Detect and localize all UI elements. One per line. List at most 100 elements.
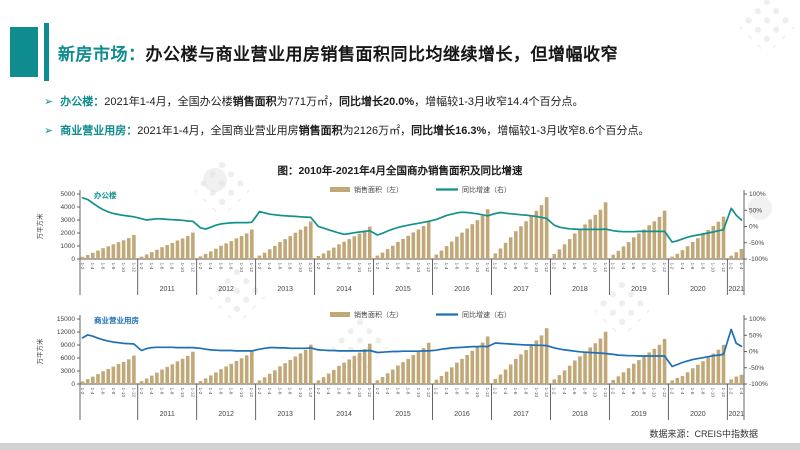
bullet-text-segment: 同比增长20.0%: [338, 96, 415, 108]
svg-text:1-12: 1-12: [720, 263, 726, 273]
svg-text:1-4: 1-4: [207, 263, 213, 270]
svg-text:1-6: 1-6: [512, 388, 518, 395]
svg-text:2013: 2013: [277, 411, 293, 418]
svg-text:1-2: 1-2: [492, 388, 498, 395]
svg-text:1-6: 1-6: [394, 388, 400, 395]
svg-text:1-8: 1-8: [346, 388, 352, 395]
svg-text:1-12: 1-12: [602, 263, 608, 273]
svg-text:1-10: 1-10: [710, 388, 716, 398]
svg-text:2018: 2018: [572, 286, 588, 293]
svg-text:0: 0: [71, 256, 75, 263]
svg-text:1-8: 1-8: [169, 388, 175, 395]
svg-text:2021: 2021: [729, 286, 745, 293]
svg-text:2016: 2016: [454, 286, 470, 293]
svg-text:同比增速（右）: 同比增速（右）: [462, 185, 511, 194]
svg-text:1-6: 1-6: [630, 263, 636, 270]
svg-text:1-12: 1-12: [720, 388, 726, 398]
svg-text:0: 0: [71, 381, 75, 388]
svg-text:3000: 3000: [61, 217, 76, 224]
svg-text:1-6: 1-6: [630, 388, 636, 395]
svg-text:1-10: 1-10: [297, 263, 303, 273]
svg-text:1-2: 1-2: [79, 263, 85, 270]
svg-text:1-10: 1-10: [297, 388, 303, 398]
svg-text:1-2: 1-2: [197, 263, 203, 270]
bullet-text-segment: 销售面积: [298, 125, 343, 137]
svg-text:1-2: 1-2: [374, 263, 380, 270]
svg-text:5000: 5000: [61, 191, 76, 198]
svg-text:1-6: 1-6: [276, 388, 282, 395]
svg-text:1-12: 1-12: [189, 388, 195, 398]
svg-text:1-10: 1-10: [356, 263, 362, 273]
svg-text:1-8: 1-8: [640, 388, 646, 395]
svg-text:1-4: 1-4: [679, 263, 685, 270]
svg-text:1-10: 1-10: [474, 388, 480, 398]
svg-text:1-8: 1-8: [287, 388, 293, 395]
svg-text:1-12: 1-12: [366, 263, 372, 273]
svg-text:万平方米: 万平方米: [35, 338, 44, 365]
svg-text:1-4: 1-4: [266, 263, 272, 270]
svg-text:2015: 2015: [395, 286, 411, 293]
svg-text:1-12: 1-12: [248, 388, 254, 398]
svg-text:1-10: 1-10: [592, 388, 598, 398]
svg-text:1-8: 1-8: [405, 263, 411, 270]
svg-text:1-6: 1-6: [217, 263, 223, 270]
svg-text:1-4: 1-4: [561, 263, 567, 270]
svg-text:1-4: 1-4: [620, 388, 626, 395]
svg-text:1-12: 1-12: [484, 263, 490, 273]
svg-text:-50%: -50%: [749, 240, 764, 247]
svg-text:1-6: 1-6: [689, 388, 695, 395]
svg-text:1-2: 1-2: [610, 388, 616, 395]
svg-text:1-8: 1-8: [287, 263, 293, 270]
bullet-text-segment: 为2126万㎡，: [342, 125, 412, 137]
svg-text:1-10: 1-10: [120, 263, 126, 273]
svg-text:2018: 2018: [572, 411, 588, 418]
svg-text:1-12: 1-12: [543, 263, 549, 273]
svg-text:1-6: 1-6: [394, 263, 400, 270]
svg-text:1-4: 1-4: [89, 388, 95, 395]
bullet-office: ➢ 办公楼：2021年1-4月，全国办公楼销售面积为771万㎡，同比增长20.0%…: [44, 93, 784, 109]
svg-text:4000: 4000: [61, 204, 76, 211]
svg-text:1-10: 1-10: [179, 388, 185, 398]
svg-text:1-4: 1-4: [502, 263, 508, 270]
svg-text:1-10: 1-10: [238, 388, 244, 398]
svg-text:1-10: 1-10: [651, 263, 657, 273]
svg-text:2015: 2015: [395, 411, 411, 418]
svg-text:1-4: 1-4: [148, 388, 154, 395]
svg-text:1-2: 1-2: [433, 388, 439, 395]
svg-text:50%: 50%: [749, 332, 762, 339]
svg-text:1-8: 1-8: [464, 263, 470, 270]
svg-text:2014: 2014: [336, 411, 352, 418]
svg-text:100%: 100%: [749, 191, 766, 198]
svg-text:1-2: 1-2: [551, 388, 557, 395]
svg-text:2019: 2019: [631, 411, 647, 418]
svg-text:12000: 12000: [57, 329, 75, 336]
svg-text:1-2: 1-2: [79, 388, 85, 395]
bullet-commercial: ➢ 商业营业用房：2021年1-4月，全国商业营业用房销售面积为2126万㎡，同比…: [44, 122, 784, 138]
svg-text:15000: 15000: [57, 316, 75, 323]
svg-text:1-12: 1-12: [425, 263, 431, 273]
svg-text:2017: 2017: [513, 411, 529, 418]
svg-text:1-2: 1-2: [138, 388, 144, 395]
svg-text:1-8: 1-8: [110, 263, 116, 270]
watermark-logo: [203, 168, 227, 192]
svg-text:1-8: 1-8: [110, 388, 116, 395]
svg-text:1-6: 1-6: [453, 263, 459, 270]
svg-text:1-12: 1-12: [661, 388, 667, 398]
svg-text:1-6: 1-6: [512, 263, 518, 270]
svg-text:1-12: 1-12: [543, 388, 549, 398]
office-sales-chart: 0 1000 2000 3000 4000 5000 100% 50% 0% -50% -100% 万…: [35, 185, 768, 295]
svg-text:2011: 2011: [160, 286, 175, 293]
svg-text:2017: 2017: [513, 286, 529, 293]
page-title-prefix: 新房市场：: [58, 45, 146, 64]
footer-bar: [0, 443, 800, 450]
svg-text:1-4: 1-4: [325, 263, 331, 270]
svg-text:1-10: 1-10: [120, 388, 126, 398]
svg-text:2019: 2019: [631, 286, 647, 293]
svg-text:1-12: 1-12: [602, 388, 608, 398]
svg-text:1-12: 1-12: [248, 263, 254, 273]
svg-text:-100%: -100%: [749, 256, 768, 263]
svg-text:1-4: 1-4: [384, 263, 390, 270]
svg-text:1-8: 1-8: [169, 263, 175, 270]
office-chart-container: 0 1000 2000 3000 4000 5000 100% 50% 0% -50% -100% 万…: [30, 181, 794, 310]
